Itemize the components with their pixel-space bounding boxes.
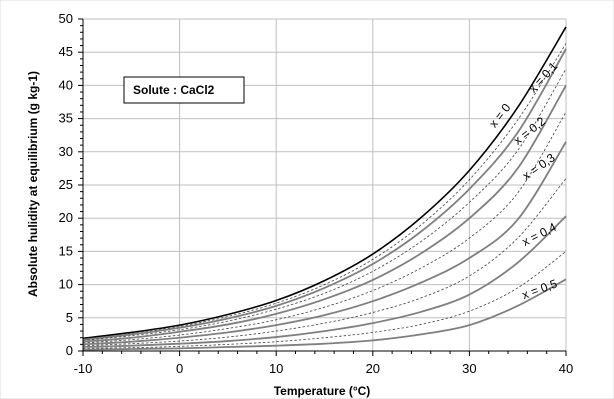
- x-tick-label: 40: [559, 361, 573, 376]
- series-line-5: [82, 111, 567, 344]
- y-tick-label: 10: [59, 277, 73, 292]
- x-axis-title: Temperature (°C): [274, 384, 371, 398]
- y-tick-label: 20: [59, 210, 73, 225]
- series-line-1: [82, 43, 567, 340]
- x-tick-label: 20: [366, 361, 380, 376]
- y-tick-label: 0: [66, 343, 73, 358]
- series-line-7: [82, 178, 567, 347]
- series-line-10: [82, 278, 567, 351]
- y-tick-label: 30: [59, 144, 73, 159]
- y-tick-label: 5: [66, 310, 73, 325]
- series-line-2: [82, 48, 567, 341]
- y-tick-label: 45: [59, 44, 73, 59]
- y-tick-label: 35: [59, 111, 73, 126]
- series-line-8: [82, 215, 567, 348]
- solute-annotation: Solute : CaCl2: [123, 76, 245, 104]
- curves: [82, 26, 567, 351]
- series-line-4: [82, 84, 567, 343]
- series-line-6: [82, 141, 567, 346]
- y-tick-label: 25: [59, 177, 73, 192]
- series-line-9: [82, 251, 567, 349]
- y-axis-title: Absolute hulidity at equilibrium (g kg-1…: [26, 71, 40, 297]
- x-tick-label: -10: [74, 361, 93, 376]
- x-tick-label: 30: [462, 361, 476, 376]
- y-tick-label: 50: [59, 11, 73, 26]
- series-line-0: [82, 26, 567, 340]
- annotation-box: [123, 76, 245, 104]
- annotation-text: Solute : CaCl2: [133, 83, 215, 97]
- x-tick-label: 0: [176, 361, 183, 376]
- y-tick-label: 40: [59, 77, 73, 92]
- x-tick-label: 10: [269, 361, 283, 376]
- series-line-3: [82, 68, 567, 341]
- y-tick-label: 15: [59, 243, 73, 258]
- axes: [78, 18, 567, 356]
